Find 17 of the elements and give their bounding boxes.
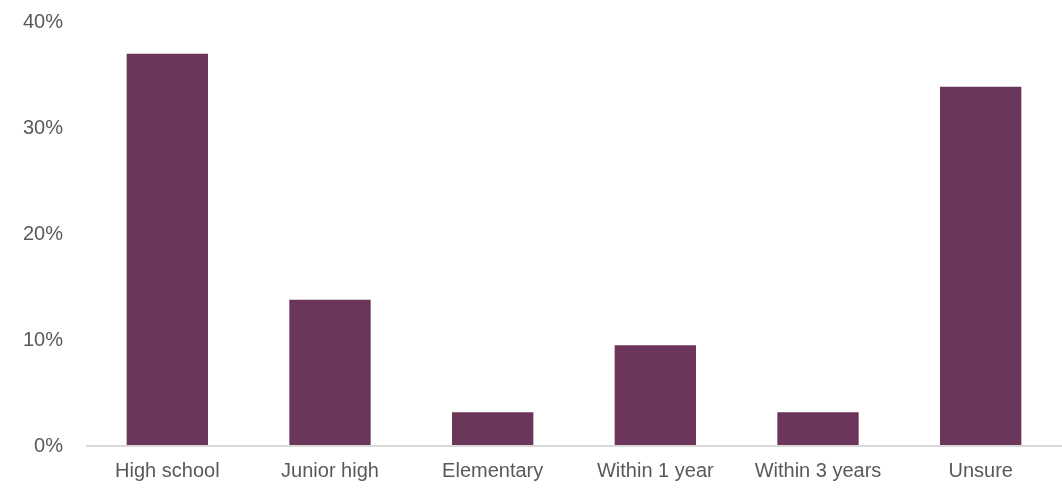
x-tick-label: Elementary [442,458,544,481]
x-tick-label: Unsure [948,458,1013,481]
bar [777,412,859,445]
y-tick-label: 30% [22,116,64,138]
bar [126,53,208,445]
x-tick-label: Junior high [281,458,379,481]
bar [452,412,534,445]
bar [289,299,371,445]
y-tick-label: 0% [34,434,64,456]
y-tick-label: 20% [22,222,64,244]
bar [614,345,696,445]
x-tick-label: High school [115,458,220,481]
y-tick-label: 40% [22,10,64,32]
y-tick-label: 10% [22,328,64,350]
x-tick-label: Within 1 year [596,458,715,481]
x-tick-label: Within 3 years [754,458,882,481]
bar [940,86,1022,445]
